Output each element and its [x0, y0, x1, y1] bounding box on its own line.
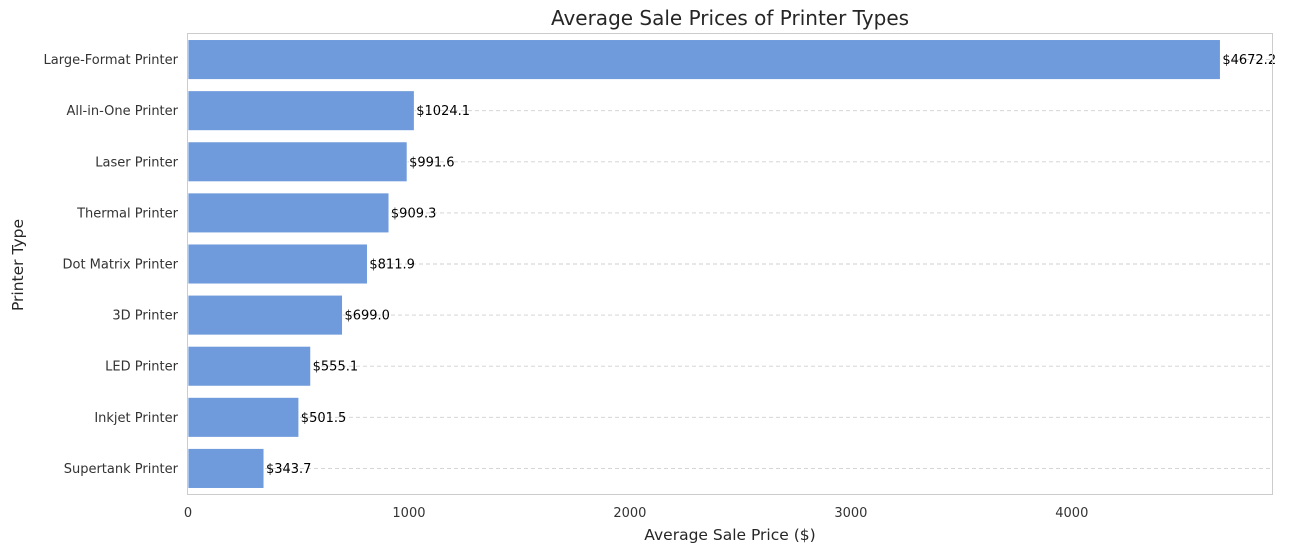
data-label: $909.3: [391, 206, 437, 221]
chart-title: Average Sale Prices of Printer Types: [551, 6, 909, 30]
x-tick-label: 0: [184, 506, 192, 521]
data-label: $343.7: [266, 462, 312, 477]
bar: [187, 396, 300, 438]
y-tick-label: Dot Matrix Printer: [62, 258, 178, 273]
data-labels: $4672.2 $1024.1 $991.6 $909.3 $811.9 $699.0 $5…: [266, 53, 1276, 477]
bar: [187, 448, 265, 489]
bar: [187, 243, 368, 285]
bar: [187, 90, 415, 131]
plot-frame: [187, 33, 1273, 495]
bars: [187, 39, 1221, 489]
data-label: $555.1: [313, 360, 359, 375]
data-label: $501.5: [301, 411, 347, 426]
y-tick-label: All-in-One Printer: [66, 104, 178, 119]
y-tick-label: 3D Printer: [112, 309, 178, 324]
y-tick-label: Laser Printer: [95, 155, 178, 170]
data-label: $991.6: [409, 155, 455, 170]
data-label: $4672.2: [1222, 53, 1276, 68]
x-tick-label: 2000: [613, 506, 646, 521]
x-tick-labels: 0 1000 2000 3000 4000: [184, 506, 1089, 521]
data-label: $811.9: [369, 258, 415, 273]
y-tick-label: Thermal Printer: [76, 206, 179, 221]
y-tick-label: Inkjet Printer: [94, 411, 178, 426]
gridlines: [188, 59, 1272, 469]
y-tick-label: Supertank Printer: [64, 462, 179, 477]
bar: [187, 345, 312, 387]
x-tick-label: 1000: [392, 506, 425, 521]
bar: [187, 294, 343, 336]
bar: [187, 192, 390, 234]
y-tick-labels: Large-Format Printer All-in-One Printer La…: [44, 53, 179, 477]
bar: [187, 141, 408, 183]
data-label: $699.0: [344, 309, 390, 324]
x-tick-label: 3000: [834, 506, 867, 521]
y-tick-label: Large-Format Printer: [44, 53, 179, 68]
y-axis-label: Printer Type: [9, 219, 27, 311]
x-tick-label: 4000: [1055, 506, 1088, 521]
bar: [187, 39, 1221, 80]
x-axis-label: Average Sale Price ($): [644, 526, 815, 544]
data-label: $1024.1: [416, 104, 470, 119]
y-tick-label: LED Printer: [105, 360, 179, 375]
